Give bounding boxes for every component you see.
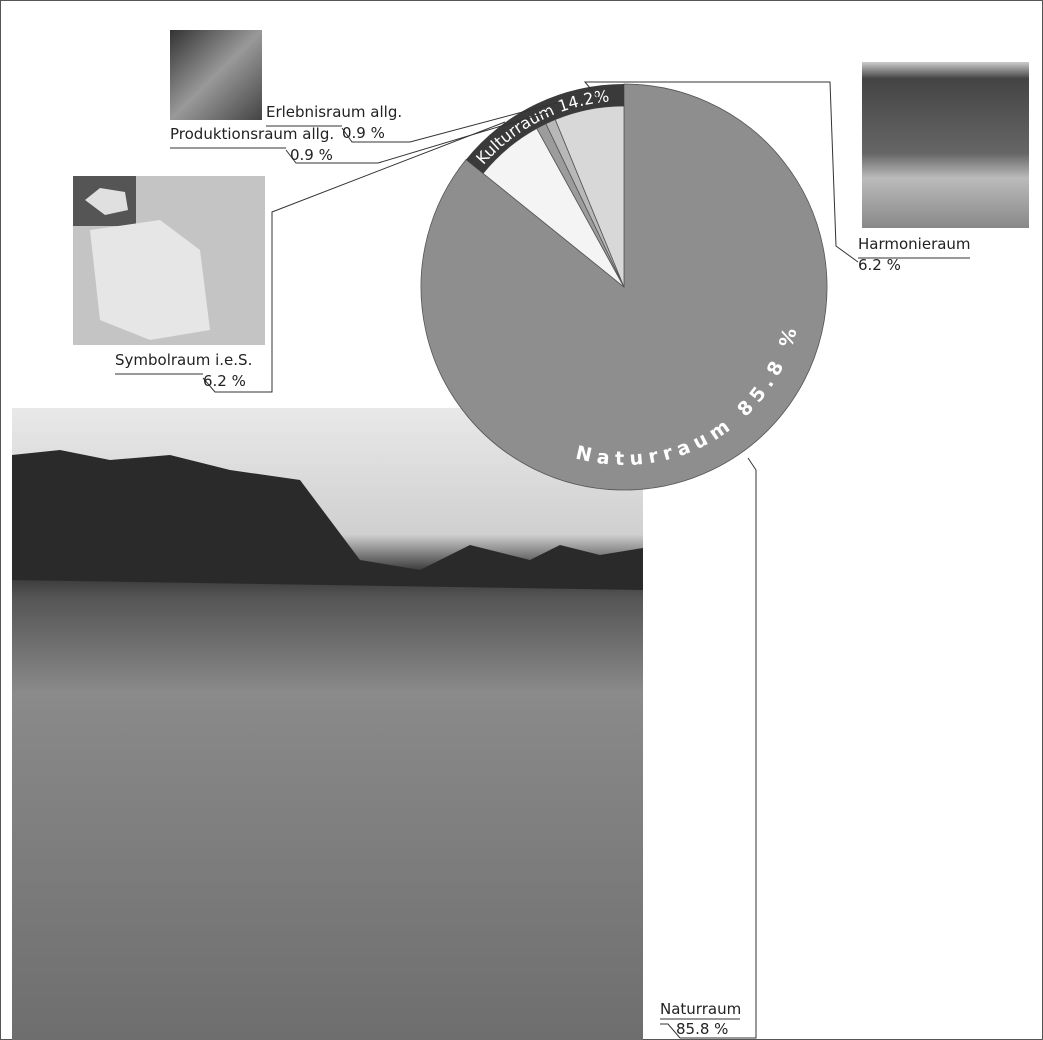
labels: Naturraum 85.8 % Symbolraum i.e.S. 6.2 % Pro… [115,81,971,1039]
slice-value-label: 6.2 % [203,372,246,390]
pie: Kulturraum 14.2%Naturraum 85.8 % [420,83,828,491]
map-inset-shape [85,188,128,215]
slice-label: Produktionsraum allg. [170,125,334,143]
leader-line [583,81,859,263]
slice-value-label: 6.2 % [858,256,901,274]
map-region [90,220,210,340]
leader-line [202,121,506,393]
slice-label: Harmonieraum [858,235,971,253]
leader-line [285,111,549,164]
slice-value-label: 85.8 % [676,1020,728,1038]
slice-label: Erlebnisraum allg. [266,103,402,121]
slice-label: Naturraum [660,1000,741,1018]
slice-value-label: 0.9 % [290,146,333,164]
slice-label: Symbolraum i.e.S. [115,351,252,369]
leader-line [341,101,561,143]
leader-line [660,457,757,1039]
harmonie-photo [862,62,1029,228]
treeline [12,450,643,590]
erlebnis-photo [170,30,262,120]
slice-value-label: 0.9 % [342,124,385,142]
group-band [465,84,624,174]
